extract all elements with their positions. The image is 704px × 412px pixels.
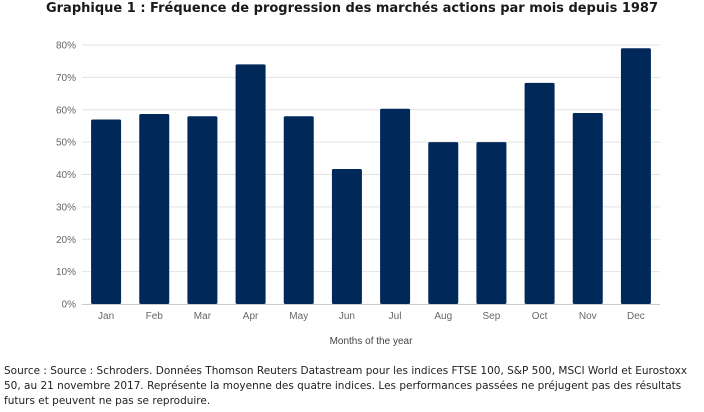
bar-may — [283, 116, 314, 304]
bars — [91, 48, 651, 305]
bar-mar — [187, 116, 218, 304]
bar-apr — [235, 64, 266, 304]
bar-dec — [620, 48, 651, 304]
y-axis-ticks: 0% 10% 20% 30% 40% 50% 60% 70% 80% — [56, 41, 76, 311]
y-tick-label: 70% — [56, 73, 76, 84]
x-tick-label: Oct — [532, 311, 548, 322]
bar-jul — [380, 108, 411, 304]
x-tick-label: Nov — [579, 311, 597, 322]
x-tick-label: Sep — [483, 311, 501, 322]
bar-nov — [572, 112, 603, 304]
bar-feb — [139, 113, 170, 305]
x-tick-label: Aug — [434, 311, 452, 322]
x-tick-label: Jan — [98, 311, 114, 322]
x-tick-label: Apr — [243, 311, 259, 322]
bar-aug — [428, 142, 459, 304]
x-tick-label: Jun — [339, 311, 355, 322]
x-tick-label: Dec — [627, 311, 645, 322]
x-tick-label: May — [289, 311, 308, 322]
bar-jan — [91, 119, 122, 305]
x-tick-label: Mar — [194, 311, 212, 322]
y-tick-label: 50% — [56, 138, 76, 149]
x-axis-title: Months of the year — [330, 336, 413, 347]
y-tick-label: 0% — [62, 300, 77, 311]
x-axis-ticks: Jan Feb Mar Apr May Jun Jul Aug Sep Oct Nov Dec — [98, 311, 645, 322]
x-tick-label: Feb — [146, 311, 164, 322]
y-tick-label: 10% — [56, 267, 76, 278]
chart-title: Graphique 1 : Fréquence de progression d… — [45, 1, 659, 16]
y-tick-label: 20% — [56, 235, 76, 246]
y-tick-label: 80% — [56, 41, 76, 52]
bar-sep — [476, 142, 507, 304]
gridlines — [82, 44, 660, 273]
bar-chart: 0% 10% 20% 30% 40% 50% 60% 70% 80% Jan Feb Mar Apr M… — [56, 41, 660, 347]
y-tick-label: 60% — [56, 105, 76, 116]
y-tick-label: 30% — [56, 202, 76, 213]
bar-oct — [524, 82, 555, 304]
y-tick-label: 40% — [56, 170, 76, 181]
bar-jun — [331, 168, 362, 304]
source-note: Source : Source : Schroders. Données Tho… — [4, 365, 688, 407]
x-tick-label: Jul — [389, 311, 402, 322]
